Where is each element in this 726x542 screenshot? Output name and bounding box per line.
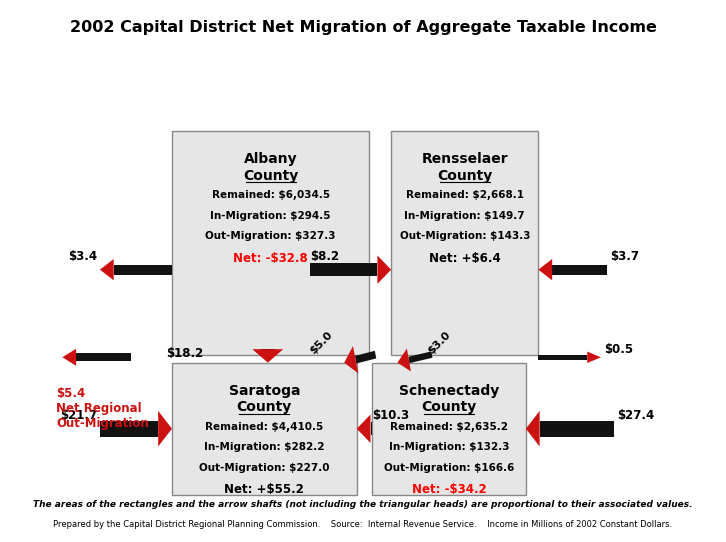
Polygon shape: [100, 259, 114, 280]
Polygon shape: [526, 411, 539, 447]
Text: Out-Migration: $166.6: Out-Migration: $166.6: [384, 463, 514, 473]
Text: $10.3: $10.3: [372, 409, 409, 422]
Bar: [114, 265, 172, 274]
Polygon shape: [587, 352, 601, 363]
Text: Net: -$34.2: Net: -$34.2: [412, 483, 486, 496]
Bar: [261, 349, 275, 354]
Text: Out-Migration: $227.0: Out-Migration: $227.0: [199, 463, 330, 473]
Polygon shape: [355, 351, 376, 364]
Bar: [310, 263, 378, 276]
Polygon shape: [344, 346, 358, 373]
Text: $0.5: $0.5: [604, 343, 633, 356]
Polygon shape: [539, 259, 552, 280]
Polygon shape: [356, 415, 370, 443]
Text: The areas of the rectangles and the arrow shafts (not including the triangular h: The areas of the rectangles and the arro…: [33, 500, 693, 509]
Text: Net: +$6.4: Net: +$6.4: [429, 251, 501, 264]
Text: $21.7: $21.7: [60, 409, 97, 422]
Text: $18.2: $18.2: [166, 347, 203, 360]
Polygon shape: [158, 411, 172, 447]
Bar: [552, 265, 607, 274]
Text: Saratoga
County: Saratoga County: [229, 384, 300, 415]
Text: 2002 Capital District Net Migration of Aggregate Taxable Income: 2002 Capital District Net Migration of A…: [70, 20, 656, 35]
Text: Net: +$55.2: Net: +$55.2: [224, 483, 304, 496]
Polygon shape: [62, 349, 76, 366]
Bar: [370, 422, 372, 435]
Bar: [539, 421, 613, 437]
Text: Prepared by the Capital District Regional Planning Commission.    Source:  Inter: Prepared by the Capital District Regiona…: [54, 520, 672, 529]
Bar: [172, 363, 356, 495]
Text: Remained: $2,635.2: Remained: $2,635.2: [390, 422, 508, 432]
Text: Remained: $2,668.1: Remained: $2,668.1: [406, 190, 523, 200]
Text: Rensselaer
County: Rensselaer County: [422, 152, 508, 183]
Text: Out-Migration: $327.3: Out-Migration: $327.3: [205, 231, 336, 241]
Bar: [391, 131, 539, 354]
Bar: [372, 363, 526, 495]
Bar: [76, 353, 131, 361]
Text: Remained: $4,410.5: Remained: $4,410.5: [205, 422, 324, 432]
Text: Albany
County: Albany County: [243, 152, 298, 183]
Text: In-Migration: $282.2: In-Migration: $282.2: [204, 442, 325, 453]
Polygon shape: [397, 349, 411, 371]
Text: $8.2: $8.2: [310, 250, 339, 263]
Text: In-Migration: $132.3: In-Migration: $132.3: [389, 442, 510, 453]
Bar: [539, 354, 587, 360]
Text: Remained: $6,034.5: Remained: $6,034.5: [211, 190, 330, 200]
Text: Out-Migration: $143.3: Out-Migration: $143.3: [399, 231, 530, 241]
Polygon shape: [408, 351, 433, 363]
Text: $3.7: $3.7: [611, 250, 640, 263]
Bar: [100, 421, 158, 437]
Text: In-Migration: $294.5: In-Migration: $294.5: [211, 211, 331, 221]
Bar: [172, 131, 370, 354]
Polygon shape: [253, 349, 283, 363]
Polygon shape: [378, 255, 391, 284]
Text: $5.4
Net Regional
Out-Migration: $5.4 Net Regional Out-Migration: [56, 387, 149, 430]
Text: $3.4: $3.4: [68, 250, 97, 263]
Text: $3.0: $3.0: [425, 330, 452, 356]
Text: Schenectady
County: Schenectady County: [399, 384, 499, 415]
Text: In-Migration: $149.7: In-Migration: $149.7: [404, 211, 525, 221]
Text: $5.0: $5.0: [309, 330, 335, 356]
Text: Net: -$32.8: Net: -$32.8: [233, 251, 308, 264]
Text: $27.4: $27.4: [616, 409, 654, 422]
